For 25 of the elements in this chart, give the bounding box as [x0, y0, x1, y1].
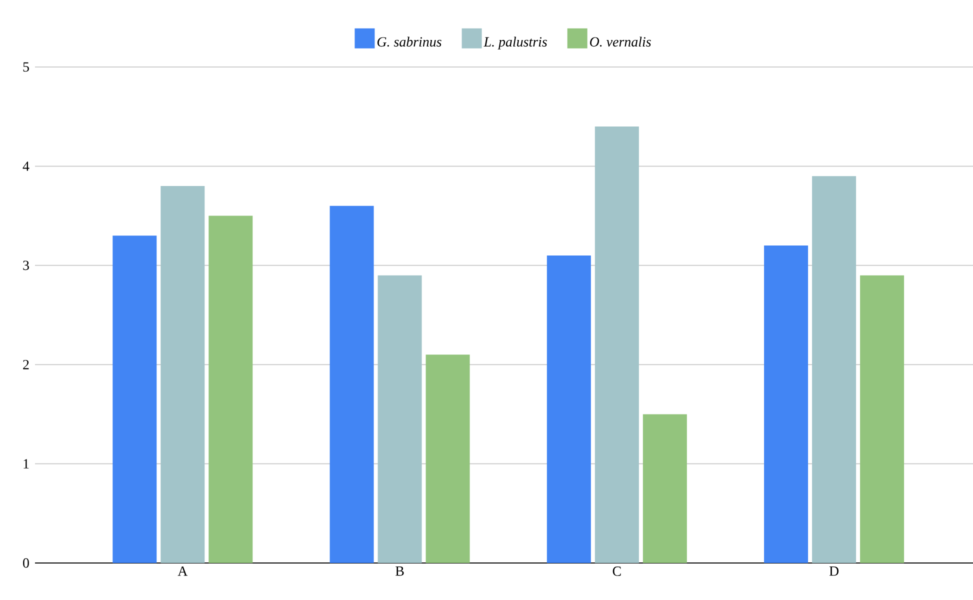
y-tick-label: 1 [24, 459, 29, 468]
bar [112, 236, 157, 563]
legend-label: O. vernalis [590, 36, 651, 47]
bar [330, 206, 374, 563]
bar [594, 126, 639, 563]
bar [546, 255, 591, 563]
x-tick-label: B [396, 566, 404, 576]
bar [860, 275, 904, 563]
bar [812, 176, 856, 563]
legend-label: L. palustris [484, 36, 547, 50]
y-tick-label: 0 [23, 558, 29, 568]
bar [764, 246, 808, 563]
y-tick-label: 3 [23, 260, 29, 270]
x-tick-label: D [829, 566, 839, 576]
y-tick-label: 5 [23, 62, 29, 72]
bar [160, 186, 205, 563]
x-tick-label: C [612, 566, 621, 576]
y-tick-label: 2 [23, 360, 29, 370]
bar [208, 216, 253, 563]
legend-label: G. sabrinus [377, 36, 442, 47]
x-tick-label: A [178, 566, 188, 576]
y-tick-label: 4 [22, 162, 30, 171]
bar [642, 414, 687, 563]
bar [426, 354, 470, 563]
bar [378, 275, 422, 563]
